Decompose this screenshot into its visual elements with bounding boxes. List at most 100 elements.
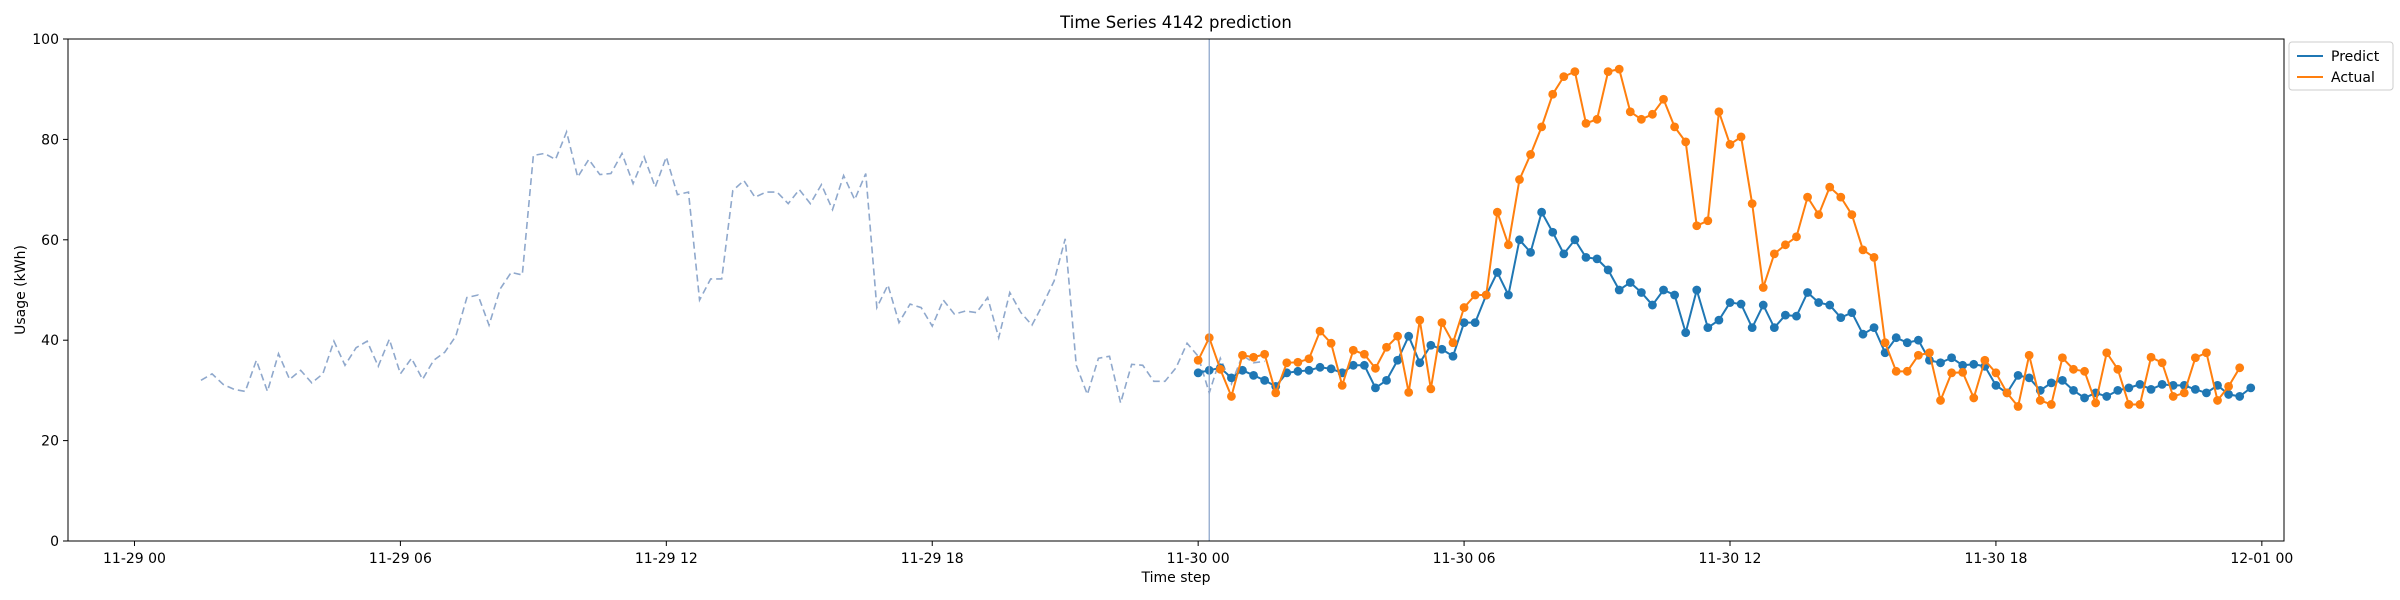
data-point-predict <box>1603 265 1613 275</box>
data-point-predict <box>1913 335 1923 345</box>
data-point-actual <box>1836 192 1846 202</box>
data-point-predict <box>1681 328 1691 338</box>
data-point-actual <box>2024 350 2034 360</box>
data-point-actual <box>1526 150 1535 159</box>
data-point-predict <box>1559 249 1569 259</box>
data-point-predict <box>1969 359 1979 369</box>
data-point-actual <box>2113 364 2123 374</box>
data-point-actual <box>1659 94 1668 104</box>
data-point-actual <box>1858 245 1868 255</box>
data-point-actual <box>1958 367 1968 377</box>
data-point-actual <box>1537 122 1547 132</box>
data-point-actual <box>1847 210 1857 220</box>
data-point-predict <box>2202 388 2211 398</box>
data-point-actual <box>2013 402 2023 411</box>
data-point-predict <box>1448 351 1458 361</box>
data-point-predict <box>1625 278 1635 287</box>
data-point-actual <box>1448 338 1458 348</box>
data-point-actual <box>1936 396 1945 405</box>
data-point-predict <box>1725 298 1735 307</box>
data-point-predict <box>1747 323 1757 333</box>
chart-title: Time Series 4142 prediction <box>1059 13 1292 32</box>
data-point-actual <box>1725 140 1735 149</box>
data-point-actual <box>1703 216 1713 226</box>
data-point-actual <box>2058 353 2067 363</box>
data-point-predict <box>2190 385 2200 394</box>
series-layer <box>200 64 2256 411</box>
data-point-predict <box>1359 360 1369 370</box>
data-point-predict <box>1936 358 1945 368</box>
data-point-actual <box>1227 392 1236 401</box>
data-point-actual <box>1337 380 1347 390</box>
data-point-actual <box>1714 107 1724 117</box>
x-axis-label: Time step <box>1141 570 1211 586</box>
data-point-actual <box>1980 355 1990 365</box>
data-point-predict <box>1470 318 1480 328</box>
data-point-predict <box>2124 383 2134 393</box>
data-point-actual <box>1426 384 1436 394</box>
x-tick-label: 11-30 12 <box>1699 551 1762 567</box>
data-point-predict <box>1570 235 1580 245</box>
data-point-actual <box>1415 315 1425 325</box>
data-point-predict <box>2069 386 2078 395</box>
data-point-actual <box>1736 132 1746 142</box>
y-axis: 0 20 40 60 80 100 <box>32 32 68 550</box>
data-point-actual <box>1925 348 1934 358</box>
data-point-actual <box>1758 283 1768 292</box>
data-point-predict <box>1836 313 1846 323</box>
data-point-actual <box>1515 175 1524 184</box>
data-point-predict <box>2224 390 2234 399</box>
data-point-actual <box>1559 72 1569 82</box>
x-tick-label: 11-29 18 <box>901 551 964 567</box>
data-point-actual <box>2202 348 2211 358</box>
data-point-predict <box>1581 252 1591 262</box>
data-point-predict <box>2235 392 2245 401</box>
data-point-actual <box>2046 400 2056 409</box>
data-point-predict <box>1636 288 1646 297</box>
data-point-predict <box>1648 300 1657 310</box>
data-point-predict <box>1891 333 1901 343</box>
y-tick-label: 20 <box>41 434 59 450</box>
series-line-history <box>200 129 1265 407</box>
plot-area <box>68 39 2284 541</box>
data-point-predict <box>1902 338 1912 348</box>
legend-label-predict: Predict <box>2331 49 2380 65</box>
y-tick-label: 60 <box>41 233 59 249</box>
x-tick-label: 11-30 00 <box>1167 551 1230 567</box>
data-point-actual <box>1825 182 1835 192</box>
data-point-actual <box>1991 368 2001 378</box>
data-point-actual <box>2102 348 2112 358</box>
data-point-predict <box>1814 298 1824 307</box>
data-point-actual <box>2069 364 2078 374</box>
data-point-actual <box>1260 349 1270 359</box>
data-point-predict <box>1504 290 1513 300</box>
data-point-actual <box>1293 357 1303 367</box>
y-tick-label: 100 <box>32 32 59 48</box>
data-point-predict <box>2135 379 2145 389</box>
x-tick-label: 11-29 00 <box>103 551 166 567</box>
data-point-actual <box>1570 67 1580 77</box>
data-point-actual <box>2157 358 2167 368</box>
data-point-actual <box>2124 400 2134 409</box>
y-tick-label: 40 <box>41 333 59 349</box>
data-point-actual <box>1769 249 1779 259</box>
plot-frame <box>67 38 2285 542</box>
data-point-actual <box>2179 388 2189 398</box>
data-point-predict <box>1758 300 1768 310</box>
data-point-predict <box>1382 375 1391 385</box>
data-point-actual <box>2235 363 2245 373</box>
data-point-predict <box>1249 370 1258 380</box>
data-point-predict <box>1692 285 1702 295</box>
data-point-actual <box>1359 349 1369 359</box>
data-point-actual <box>1481 290 1491 300</box>
data-point-actual <box>1382 342 1391 352</box>
data-point-actual <box>1902 366 1912 376</box>
data-point-predict <box>1348 360 1358 370</box>
data-point-predict <box>1315 362 1325 372</box>
data-point-predict <box>1670 290 1679 300</box>
data-point-actual <box>1504 240 1513 250</box>
data-point-predict <box>1703 323 1713 333</box>
data-point-predict <box>1404 331 1414 341</box>
data-point-predict <box>2246 383 2256 393</box>
